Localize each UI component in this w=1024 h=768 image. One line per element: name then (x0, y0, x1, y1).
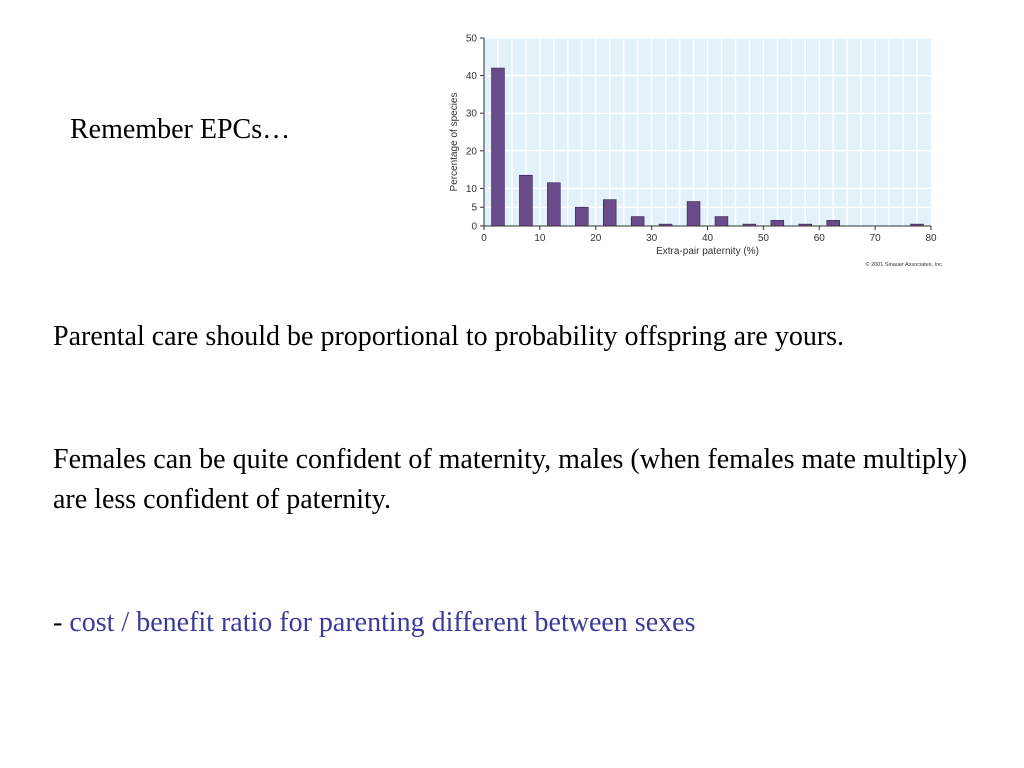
x-tick-label: 70 (870, 233, 882, 244)
bar (491, 67, 505, 227)
epp-histogram: 0 5 10 20 30 40 50 0 10 20 30 40 50 60 70 80 Extra-pair … (449, 34, 942, 269)
bullet-dash: - (53, 607, 70, 638)
x-tick-label: 0 (481, 233, 487, 244)
x-tick-label: 10 (534, 233, 546, 244)
bar (602, 199, 617, 227)
paragraph-parental-care: Parental care should be proportional to … (53, 321, 845, 352)
bar (714, 216, 729, 227)
y-axis-label: Percentage of species (449, 93, 460, 192)
x-tick-label: 20 (590, 233, 602, 244)
bar (770, 220, 785, 227)
x-tick-label: 80 (925, 233, 937, 244)
x-tick-label: 60 (814, 233, 826, 244)
slide-title: Remember EPCs… (70, 114, 291, 145)
y-tick-label: 40 (466, 71, 478, 82)
bar (547, 182, 561, 227)
y-tick-label: 30 (466, 109, 478, 120)
bar (575, 206, 589, 227)
y-tick-label: 0 (471, 222, 477, 233)
y-tick-label: 20 (466, 146, 478, 157)
x-tick-label: 30 (646, 233, 658, 244)
x-axis-label: Extra-pair paternity (%) (656, 246, 759, 257)
x-tick-label: 50 (758, 233, 770, 244)
bullet-text: cost / benefit ratio for parenting diffe… (69, 607, 696, 638)
bar (826, 220, 840, 227)
y-tick-label: 5 (471, 203, 477, 214)
bar (630, 216, 645, 227)
y-tick-label: 10 (466, 184, 478, 195)
bullet-cost-benefit: - cost / benefit ratio for parenting dif… (53, 603, 983, 643)
paragraph-confidence: Females can be quite confident of matern… (53, 444, 968, 515)
x-tick-label: 40 (702, 233, 714, 244)
bar (519, 174, 533, 227)
copyright-text: © 2001 Sinauer Associates, Inc (865, 261, 942, 268)
y-tick-label: 50 (466, 34, 478, 45)
bar (686, 201, 701, 227)
